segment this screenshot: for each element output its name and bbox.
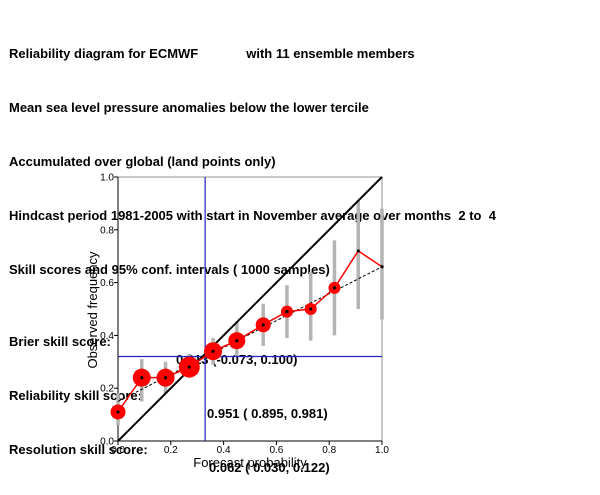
- observed-point-center-10: [356, 249, 360, 253]
- header-line-3: Accumulated over global (land points onl…: [9, 154, 276, 169]
- brier-score-label: Brier skill score:: [9, 334, 111, 349]
- header-line-5: Skill scores and 95% conf. intervals ( 1…: [9, 262, 330, 277]
- brier-score-value: 0.013 (-0.073, 0.100): [176, 352, 298, 367]
- observed-frequency-line: [117, 249, 383, 413]
- x-axis-title: Forecast probability: [193, 455, 307, 470]
- x-tick-label-2: 0.4: [217, 445, 231, 456]
- observed-point-center-2: [163, 376, 168, 380]
- x-tick-label-4: 0.8: [322, 445, 336, 456]
- y-axis-title: Observed frequency: [85, 251, 100, 369]
- x-tick-label-1: 0.2: [164, 445, 178, 456]
- y-tick-label-2: 0.4: [100, 331, 114, 342]
- x-tick-label-0: 0.0: [111, 445, 125, 456]
- title-suffix: with 11 ensemble members: [246, 46, 415, 61]
- reliability-score-value: 0.951 ( 0.895, 0.981): [207, 406, 328, 421]
- y-tick-label-1: 0.2: [100, 384, 114, 395]
- resolution-score-label: Resolution skill score:: [9, 442, 148, 457]
- observed-point-center-8: [309, 307, 313, 311]
- header-line-1: Reliability diagram for ECMWF with 11 ens…: [9, 45, 594, 63]
- reliability-diagram: 0.0 0.2 0.4 0.6 0.8 1.0 0.0 0.2 0.4 0.6 0.8 1.0 For…: [85, 173, 389, 471]
- y-tick-label-4: 0.8: [100, 225, 114, 236]
- x-tick-label-5: 1.0: [375, 445, 389, 456]
- title-prefix: Reliability diagram for ECMWF: [9, 46, 199, 61]
- observed-point-center-5: [235, 339, 239, 343]
- resolution-score-value: 0.062 ( 0.030, 0.122): [209, 460, 330, 475]
- x-tick-label-3: 0.6: [269, 445, 283, 456]
- observed-point-center-7: [285, 310, 289, 314]
- perfect-reliability-diagonal: [117, 176, 383, 442]
- observed-point-center-9: [332, 286, 337, 290]
- observed-point-center-11: [380, 265, 384, 269]
- observed-point-center-1: [140, 376, 144, 380]
- observed-point-center-0: [116, 410, 120, 414]
- observed-point-center-4: [211, 349, 215, 353]
- chart-header: Reliability diagram for ECMWF with 11 ens…: [9, 9, 594, 475]
- plot-area: 0.0 0.2 0.4 0.6 0.8 1.0 0.0 0.2 0.4 0.6 0.8 1.0: [100, 173, 389, 457]
- resolution-score-row: Resolution skill score: 0.062 ( 0.030, 0…: [9, 423, 594, 475]
- y-tick-label-0: 0.0: [100, 437, 114, 448]
- y-tick-label-5: 1.0: [100, 173, 114, 184]
- brier-score-row: Brier skill score: 0.013 (-0.073, 0.100): [9, 315, 594, 367]
- observed-point-center-3: [187, 365, 191, 369]
- observed-point-center-6: [261, 323, 265, 327]
- header-line-2: Mean sea level pressure anomalies below …: [9, 100, 369, 115]
- y-tick-label-3: 0.6: [100, 278, 114, 289]
